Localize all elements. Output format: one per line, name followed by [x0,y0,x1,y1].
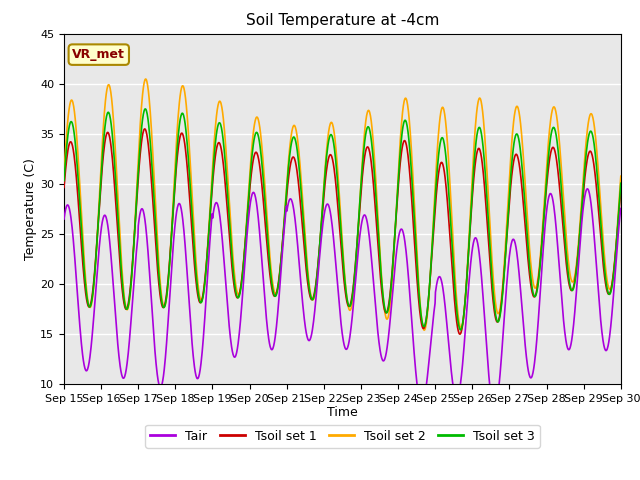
X-axis label: Time: Time [327,407,358,420]
Text: VR_met: VR_met [72,48,125,61]
Y-axis label: Temperature (C): Temperature (C) [24,158,37,260]
Title: Soil Temperature at -4cm: Soil Temperature at -4cm [246,13,439,28]
Legend: Tair, Tsoil set 1, Tsoil set 2, Tsoil set 3: Tair, Tsoil set 1, Tsoil set 2, Tsoil se… [145,425,540,448]
